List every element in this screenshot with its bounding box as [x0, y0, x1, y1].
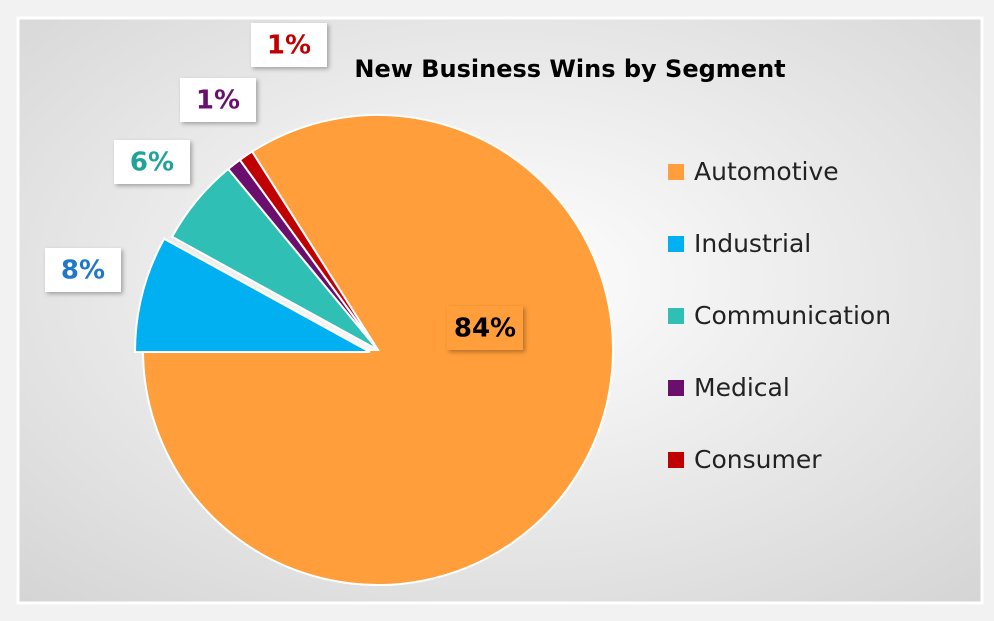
data-label-box [45, 248, 121, 292]
data-label-box [251, 23, 327, 67]
legend-swatch [668, 164, 684, 180]
data-label-box [114, 140, 190, 184]
data-label: 6% [130, 148, 174, 178]
pie-slice [133, 237, 371, 353]
legend-label: Consumer [694, 445, 822, 474]
legend-label: Automotive [694, 157, 839, 186]
legend-label: Medical [694, 373, 790, 402]
legend-swatch [668, 452, 684, 468]
data-label-box [447, 306, 523, 350]
pie-slice [238, 150, 379, 351]
data-label: 84% [454, 314, 516, 344]
chart-title: New Business Wins by Segment [354, 55, 785, 83]
legend-swatch [668, 236, 684, 252]
legend-swatch [668, 380, 684, 396]
data-label-box [180, 78, 256, 122]
legend-label: Communication [694, 301, 891, 330]
legend-label: Industrial [694, 229, 811, 258]
data-label: 1% [267, 31, 311, 61]
legend-swatch [668, 308, 684, 324]
data-label: 1% [196, 86, 240, 116]
data-label: 8% [61, 256, 105, 286]
